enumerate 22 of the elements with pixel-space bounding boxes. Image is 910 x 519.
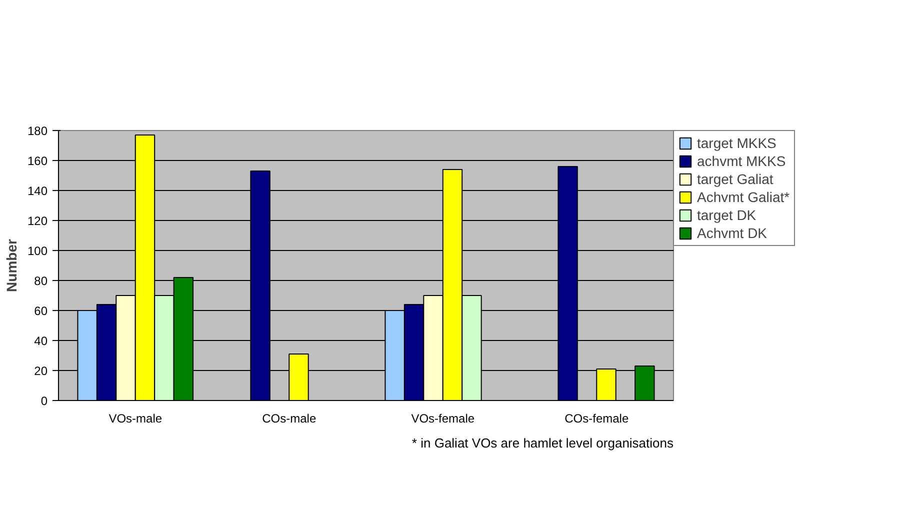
x-tick-label: VOs-female [411, 412, 475, 426]
y-tick-label: 180 [27, 124, 48, 138]
y-tick-label: 140 [27, 184, 48, 198]
y-tick-label: 0 [40, 394, 48, 408]
x-tick-label: COs-male [262, 412, 316, 426]
legend-label: Achvmt DK [697, 225, 768, 241]
y-tick-label: 20 [34, 364, 48, 378]
y-tick-label: 160 [27, 154, 48, 168]
x-tick-label: VOs-male [108, 412, 162, 426]
y-tick-label: 100 [27, 244, 48, 258]
legend-label: target DK [697, 207, 756, 223]
legend-label: Achvmt Galiat* [697, 189, 790, 205]
x-tick-label: COs-female [564, 412, 629, 426]
legend-label: target MKKS [697, 135, 776, 151]
y-tick-label: 120 [27, 214, 48, 228]
y-tick-label: 60 [34, 304, 48, 318]
legend-label: achvmt MKKS [697, 153, 786, 169]
legend-label: target Galiat [697, 171, 774, 187]
y-axis-title: Number [3, 238, 20, 292]
y-tick-label: 80 [34, 274, 48, 288]
y-tick-label: 40 [34, 334, 48, 348]
text: * in Galiat VOs are hamlet level organisations [412, 436, 674, 450]
